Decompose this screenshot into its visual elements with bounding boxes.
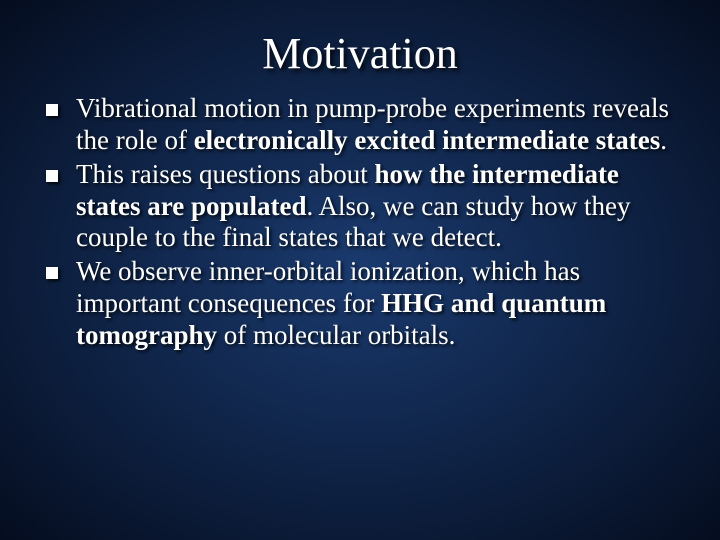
bullet-text-post: of molecular orbitals. <box>217 320 455 350</box>
bullet-list: Vibrational motion in pump-probe experim… <box>40 93 680 352</box>
bullet-text-post: . <box>660 125 667 155</box>
bullet-text-pre: This raises questions about <box>76 159 374 189</box>
list-item: We observe inner-orbital ionization, whi… <box>46 256 680 352</box>
list-item: Vibrational motion in pump-probe experim… <box>46 93 680 157</box>
list-item: This raises questions about how the inte… <box>46 159 680 255</box>
slide-title: Motivation <box>40 28 680 79</box>
bullet-text-bold: electronically excited intermediate stat… <box>194 125 661 155</box>
